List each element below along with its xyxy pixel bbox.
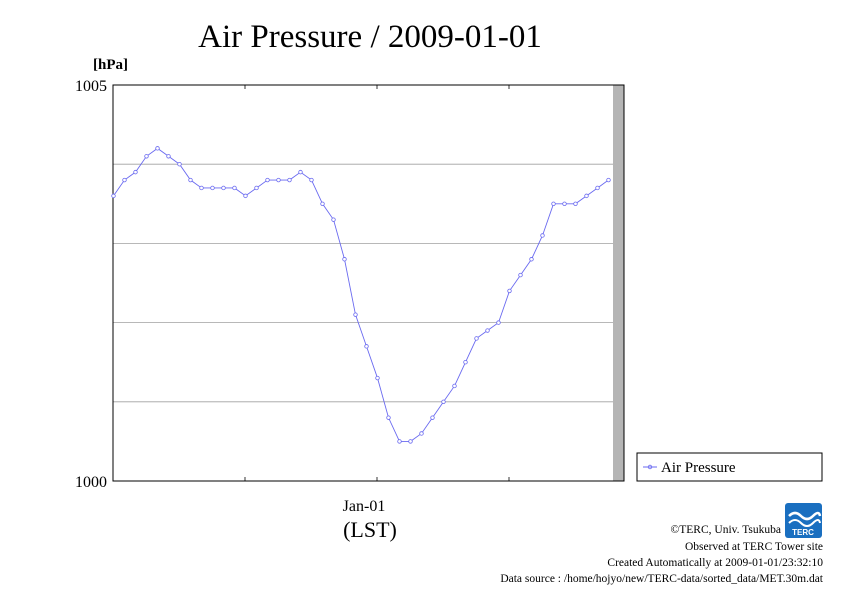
data-point	[221, 185, 226, 191]
terc-logo: TERC	[785, 503, 822, 538]
data-point	[188, 177, 193, 183]
data-point	[375, 375, 380, 381]
data-point	[419, 431, 424, 436]
data-point	[562, 201, 567, 206]
series-line	[113, 147, 609, 442]
created-text: Created Automatically at 2009-01-01/23:3…	[607, 557, 823, 569]
legend-box	[636, 452, 823, 482]
data-point	[122, 177, 127, 183]
grid-lines	[113, 163, 624, 403]
data-point	[353, 312, 358, 317]
data-point	[309, 177, 314, 183]
data-point	[452, 383, 457, 389]
x-axis-ticks	[244, 85, 510, 481]
data-point	[540, 233, 545, 238]
data-point	[441, 399, 446, 404]
data-point	[474, 336, 479, 341]
source-text: Data source : /home/hojyo/new/TERC-data/…	[500, 573, 823, 585]
data-point	[155, 146, 160, 151]
data-point	[232, 185, 237, 191]
data-point	[386, 415, 391, 420]
data-point	[496, 320, 501, 325]
x-axis-label: (LST)	[343, 517, 397, 542]
legend-swatch-marker	[647, 464, 653, 470]
logo-wave-lower	[788, 519, 821, 527]
logo-text: TERC	[792, 528, 814, 537]
data-point	[430, 415, 435, 420]
data-point	[320, 201, 325, 206]
data-point	[210, 185, 215, 191]
data-point	[166, 154, 171, 159]
data-point	[408, 439, 413, 444]
data-point	[342, 257, 347, 262]
data-point	[551, 201, 556, 206]
legend: Air Pressure	[636, 452, 823, 482]
data-point	[199, 185, 204, 191]
future-shade-band	[613, 85, 624, 481]
data-point	[287, 177, 292, 183]
data-point	[507, 288, 512, 294]
data-point	[518, 272, 523, 278]
data-point	[243, 193, 248, 199]
data-point	[254, 185, 259, 191]
data-point	[397, 439, 402, 444]
data-point	[111, 193, 116, 199]
x-tick-label: Jan-01	[343, 498, 386, 515]
data-point	[298, 169, 303, 175]
data-point	[485, 328, 490, 333]
data-point	[265, 177, 270, 183]
observed-text: Observed at TERC Tower site	[685, 541, 823, 553]
y-tick-label-min: 1000	[75, 474, 107, 491]
data-point	[573, 201, 578, 206]
data-point	[529, 257, 534, 262]
data-point	[463, 360, 468, 365]
data-point	[133, 169, 138, 175]
data-point	[276, 177, 281, 183]
legend-label: Air Pressure	[661, 460, 736, 476]
data-point	[331, 217, 336, 222]
data-point	[177, 161, 182, 167]
data-point	[584, 193, 589, 199]
y-axis-unit: [hPa]	[93, 57, 128, 73]
data-point	[595, 185, 600, 191]
logo-wave	[788, 511, 822, 521]
y-tick-label-max: 1005	[75, 78, 107, 95]
data-point	[364, 344, 369, 349]
data-point	[606, 177, 611, 183]
data-point	[144, 154, 149, 159]
plot-frame	[112, 84, 625, 482]
chart-title: Air Pressure / 2009-01-01	[198, 19, 542, 55]
copyright-text: ©TERC, Univ. Tsukuba	[671, 524, 781, 536]
series-air-pressure	[111, 146, 611, 444]
